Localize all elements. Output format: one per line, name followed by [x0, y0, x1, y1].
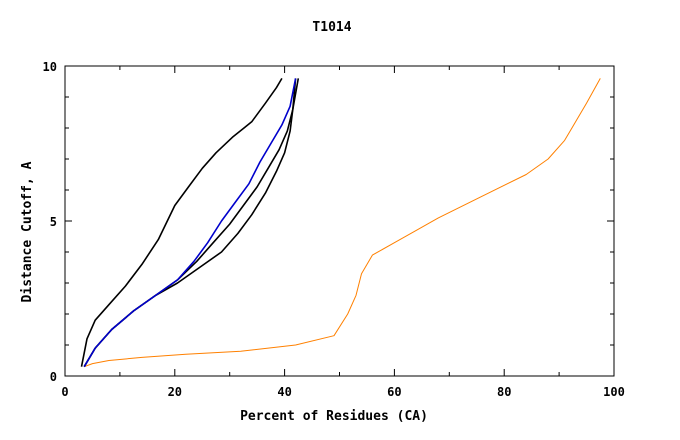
y-tick-label: 0 — [50, 370, 57, 384]
plot-frame — [64, 65, 615, 377]
highlight-lines — [80, 77, 300, 368]
y-axis-label: Distance Cutoff, A — [20, 161, 35, 302]
axes-frame — [64, 65, 615, 377]
y-tick-label: 5 — [50, 215, 57, 229]
x-tick-label: 0 — [61, 385, 68, 399]
x-tick-label: 100 — [603, 385, 625, 399]
x-axis-label: Percent of Residues (CA) — [240, 409, 428, 424]
chart-title: T1014 — [312, 20, 351, 35]
model-series-line-0 — [84, 78, 601, 368]
x-tick-label: 80 — [497, 385, 511, 399]
x-tick-label: 60 — [387, 385, 401, 399]
highlight-series-line-0 — [80, 77, 283, 367]
ticks: 0 20 40 60 80 100 0 5 10 — [43, 60, 625, 399]
y-tick-label: 10 — [43, 60, 57, 74]
highlight-series-line-2 — [83, 78, 300, 368]
x-tick-label: 40 — [277, 385, 291, 399]
model-lines — [84, 78, 601, 368]
highlight-series-line-3 — [83, 78, 297, 368]
x-tick-label: 20 — [168, 385, 182, 399]
highlight-series-line-1 — [83, 78, 297, 368]
